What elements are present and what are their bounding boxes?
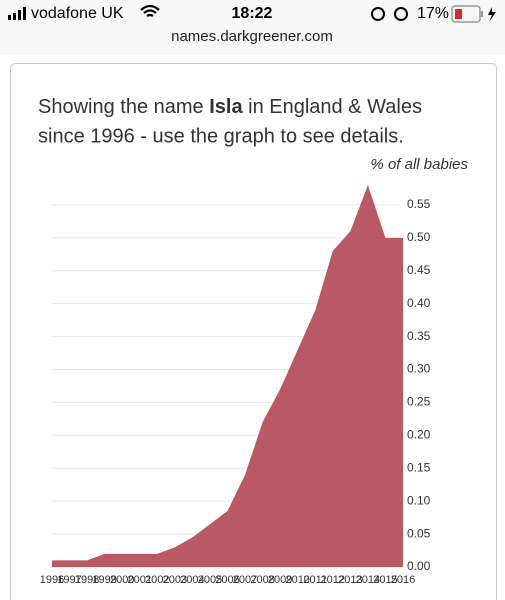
y-tick-label: 0.05	[407, 526, 431, 540]
y-tick-label: 0.00	[407, 559, 431, 573]
y-tick-label: 0.40	[407, 296, 431, 310]
x-tick-label: 2010	[285, 574, 309, 586]
x-tick-label: 1996	[40, 574, 64, 586]
x-tick-label: 2008	[250, 574, 274, 586]
carrier: vodafone UK	[31, 5, 124, 22]
y-tick-label: 0.10	[407, 493, 431, 507]
y-tick-label: 0.50	[407, 230, 431, 244]
x-tick-label: 2011	[303, 574, 327, 586]
x-tick-label: 2013	[338, 574, 362, 586]
wifi-icon	[140, 4, 160, 17]
alarm-icon	[394, 7, 408, 21]
chart-title: since 1996 - use the graph to see detail…	[38, 125, 404, 147]
x-tick-label: 2000	[110, 574, 134, 586]
x-tick-label: 1999	[92, 574, 116, 586]
chart-title: Showing the name Isla in England & Wales	[38, 96, 422, 118]
title-name: Isla	[209, 96, 243, 118]
rotation-lock-icon	[371, 7, 385, 21]
x-tick-label: 2002	[145, 574, 169, 586]
plot: 0.00 0.05 0.10 0.15 0.20 0.25 0.30 0.35 0.40 0.45…	[40, 185, 431, 586]
title-part: Showing the name	[38, 96, 209, 118]
y-tick-label: 0.45	[407, 263, 431, 277]
x-tick-label: 2004	[180, 574, 204, 586]
x-tick-label: 2001	[128, 574, 152, 586]
x-tick-label: 2015	[373, 574, 397, 586]
y-axis-label: % of all babies	[370, 156, 468, 173]
signal-icon	[8, 7, 26, 20]
y-tick-label: 0.15	[407, 460, 431, 474]
x-tick-label: 2003	[163, 574, 187, 586]
clock: 18:22	[232, 5, 273, 22]
y-tick-label: 0.30	[407, 362, 431, 376]
x-tick-label: 2005	[198, 574, 222, 586]
charging-icon	[488, 7, 496, 22]
battery-icon	[451, 5, 483, 23]
x-tick-label: 1998	[75, 574, 99, 586]
battery-percent: 17%	[417, 5, 449, 22]
x-tick-label: 2007	[233, 574, 257, 586]
x-tick-label: 2014	[356, 574, 380, 586]
x-tick-label: 2012	[321, 574, 345, 586]
title-part: in England & Wales	[243, 96, 422, 118]
y-tick-label: 0.25	[407, 395, 431, 409]
area	[52, 185, 403, 567]
y-tick-label: 0.35	[407, 329, 431, 343]
x-tick-label: 2009	[268, 574, 292, 586]
x-tick-label: 1997	[57, 574, 81, 586]
x-tick-label: 2006	[215, 574, 239, 586]
url[interactable]: names.darkgreener.com	[171, 28, 333, 45]
y-tick-label: 0.20	[407, 428, 431, 442]
browser-bar	[0, 0, 505, 55]
x-tick-label: 2016	[391, 574, 415, 586]
y-tick-label: 0.55	[407, 197, 431, 211]
